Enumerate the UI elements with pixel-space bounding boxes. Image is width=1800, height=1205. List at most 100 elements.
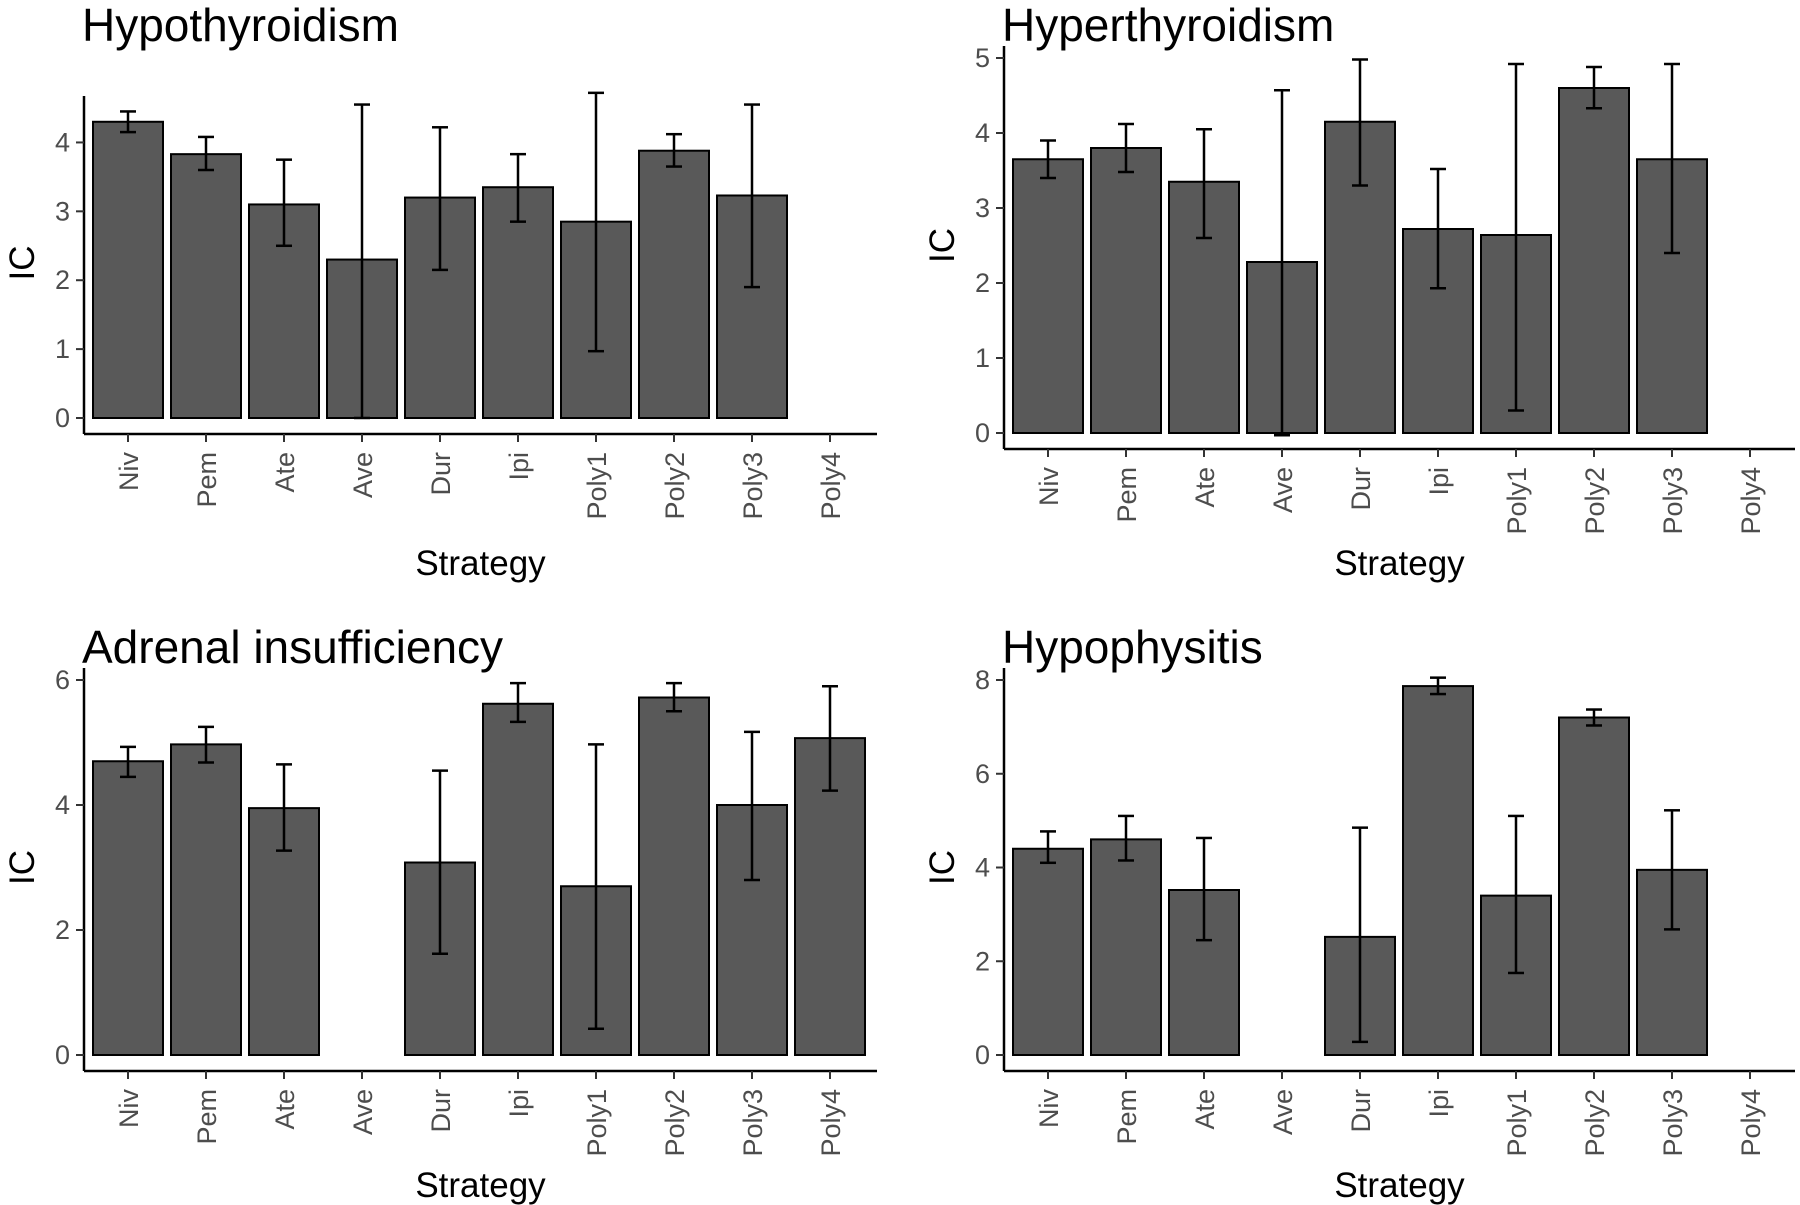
panel-hypothyroidism: Hypothyroidism Strategy IC 0 1 2 3 4 Niv Pem At…: [3, 0, 877, 583]
bar-poly2: [1558, 87, 1630, 434]
error-bar-niv: [120, 745, 136, 779]
y-tick-label: 3: [55, 196, 70, 226]
x-tick-label: Poly2: [1580, 1089, 1610, 1157]
y-tick-label: 3: [975, 193, 990, 223]
x-tick-label: Poly3: [738, 1089, 768, 1157]
x-tick-label: Niv: [114, 1089, 144, 1128]
x-tick-label: Poly3: [1658, 467, 1688, 535]
x-tick-label: Pem: [192, 452, 222, 508]
x-tick-label: Niv: [114, 452, 144, 491]
bar-niv: [92, 760, 164, 1056]
error-bar-pem: [198, 725, 214, 764]
bar-pem: [170, 153, 242, 419]
error-bar-poly2: [666, 132, 682, 168]
x-tick-label: Poly1: [582, 452, 612, 520]
panel-hypophysitis: Hypophysitis Strategy IC 0 2 4 6 8 Niv Pem Ate A…: [923, 621, 1795, 1205]
x-tick-label: Poly1: [1502, 1089, 1532, 1157]
error-bar-poly3: [1664, 809, 1680, 931]
error-bar-pem: [1118, 122, 1134, 174]
x-tick-label: Dur: [426, 1089, 456, 1133]
x-tick-label: Ipi: [1424, 467, 1454, 496]
bar-dur: [404, 861, 476, 1056]
error-bar-ate: [1196, 836, 1212, 942]
y-tick-label: 2: [975, 268, 990, 298]
y-tick-label: 5: [975, 43, 990, 73]
bar-poly2: [1558, 716, 1630, 1056]
x-tick-label: Ipi: [1424, 1089, 1454, 1118]
bar-pem: [1090, 147, 1162, 434]
x-tick-label: Dur: [1346, 1089, 1376, 1133]
bar-pem: [170, 743, 242, 1056]
error-bar-ate: [1196, 128, 1212, 240]
y-tick-label: 2: [55, 915, 70, 945]
x-tick-label: Poly1: [582, 1089, 612, 1157]
error-bar-poly3: [744, 103, 760, 289]
x-tick-label: Ave: [1268, 467, 1298, 513]
error-bar-poly2: [1586, 65, 1602, 110]
error-bar-poly2: [1586, 708, 1602, 727]
x-tick-label: Poly2: [1580, 467, 1610, 535]
error-bar-dur: [432, 769, 448, 955]
error-bar-pem: [1118, 814, 1134, 862]
y-tick-label: 2: [975, 946, 990, 976]
y-axis-title: IC: [923, 228, 962, 263]
x-tick-label: Ave: [348, 1089, 378, 1135]
y-tick-label: 6: [975, 759, 990, 789]
x-tick-label: Ipi: [504, 452, 534, 481]
panel-adrenal-insufficiency: Adrenal insufficiency Strategy IC 0 2 4 6 Ni…: [3, 621, 877, 1205]
x-tick-label: Poly4: [816, 1089, 846, 1157]
error-bar-poly3: [1664, 62, 1680, 255]
bar-ipi: [482, 186, 554, 419]
y-axis-title: IC: [923, 850, 962, 885]
x-tick-label: Ipi: [504, 1089, 534, 1118]
x-tick-label: Ate: [270, 452, 300, 493]
panel-title: Hypothyroidism: [82, 0, 399, 51]
y-tick-label: 8: [975, 665, 990, 695]
y-tick-label: 4: [975, 853, 990, 883]
error-bar-ate: [276, 158, 292, 248]
error-bar-ipi: [510, 152, 526, 223]
x-tick-label: Poly4: [1736, 467, 1766, 535]
x-tick-label: Pem: [1112, 1089, 1142, 1145]
error-bar-poly2: [666, 681, 682, 713]
error-bar-pem: [198, 135, 214, 172]
x-tick-label: Poly3: [738, 452, 768, 520]
x-tick-label: Poly4: [816, 452, 846, 520]
x-axis-title: Strategy: [415, 544, 546, 583]
bar-poly2: [638, 149, 710, 419]
y-axis-title: IC: [3, 850, 42, 885]
error-bar-ate: [276, 763, 292, 852]
bar-ipi: [1402, 685, 1474, 1056]
x-tick-label: Niv: [1034, 467, 1064, 506]
y-tick-label: 4: [55, 790, 70, 820]
x-tick-label: Poly2: [660, 452, 690, 520]
x-tick-label: Ate: [1190, 1089, 1220, 1130]
bar-pem: [1090, 838, 1162, 1056]
y-tick-label: 0: [55, 403, 70, 433]
error-bar-dur: [1352, 58, 1368, 187]
bar-niv: [1012, 847, 1084, 1056]
error-bar-poly1: [588, 91, 604, 353]
error-bar-poly4: [822, 685, 838, 792]
x-axis-title: Strategy: [1334, 1166, 1465, 1205]
panel-title: Hypophysitis: [1002, 621, 1263, 673]
y-tick-label: 0: [975, 1040, 990, 1070]
x-tick-label: Pem: [1112, 467, 1142, 523]
x-tick-label: Dur: [426, 452, 456, 496]
x-tick-label: Pem: [192, 1089, 222, 1145]
bar-ipi: [482, 702, 554, 1056]
x-tick-label: Ave: [348, 452, 378, 498]
y-tick-label: 0: [55, 1040, 70, 1070]
error-bar-dur: [432, 126, 448, 272]
error-bar-ipi: [510, 681, 526, 724]
bar-niv: [92, 120, 164, 420]
y-tick-label: 1: [55, 334, 70, 364]
x-tick-label: Poly3: [1658, 1089, 1688, 1157]
x-tick-label: Niv: [1034, 1089, 1064, 1128]
bar-niv: [1012, 158, 1084, 434]
y-tick-label: 4: [55, 127, 70, 157]
y-tick-label: 1: [975, 343, 990, 373]
x-tick-label: Poly2: [660, 1089, 690, 1157]
y-tick-label: 2: [55, 265, 70, 295]
